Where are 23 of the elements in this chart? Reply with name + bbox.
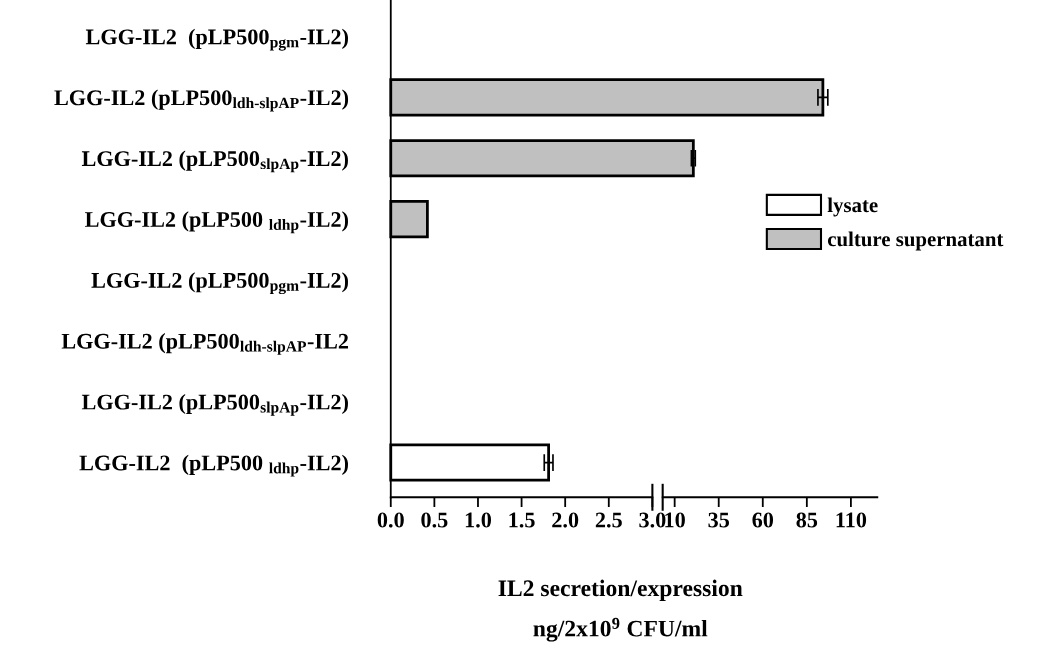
x-tick-label: 2.0 (552, 512, 579, 528)
x-axis-title: IL2 secretion/expression ng/2x10$^{9}$ CFU/ml (498, 579, 743, 642)
x-tick-label: 10 (665, 512, 685, 528)
x-tick-label: 3.0 (639, 512, 666, 528)
legend-label: lysate (827, 197, 878, 217)
y-tick-label: LGG-IL2 (pLP500$_{ldh-slpAP}$-IL2) (54, 89, 349, 112)
y-tick-label: LGG-IL2 (pLP500$_{slpAp}$-IL2) (81, 150, 348, 173)
y-tick-label: LGG-IL2 (pLP500$_{pgm}$-IL2) (91, 272, 348, 295)
x-tick-label: 1.5 (509, 512, 535, 528)
y-tick-label: LGG-IL2 (pLP500$_{pgm}$-IL2) (85, 28, 348, 51)
x-tick-label: 110 (836, 512, 867, 528)
x-tick-label: 1.0 (465, 512, 492, 528)
x-tick-label: 35 (708, 512, 730, 528)
x-tick-label: 85 (796, 512, 818, 528)
legend-label: culture supernatant (827, 231, 1004, 251)
x-tick-label: 60 (752, 512, 774, 528)
y-tick-label: LGG-IL2 (pLP500$_{slpAp}$-IL2) (81, 393, 348, 416)
x-tick-label: 2.5 (595, 512, 622, 528)
y-tick-label: LGG-IL2 (pLP500 $_{ldhp}$-IL2) (85, 211, 348, 234)
y-tick-label: LGG-IL2 (pLP500$_{ldh-slpAP}$-IL2 (61, 333, 349, 355)
y-tick-label: LGG-IL2 (pLP500 $_{ldhp}$-IL2) (79, 454, 348, 477)
x-tick-label: 0.5 (421, 512, 448, 528)
x-tick-label: 0.0 (377, 512, 404, 528)
